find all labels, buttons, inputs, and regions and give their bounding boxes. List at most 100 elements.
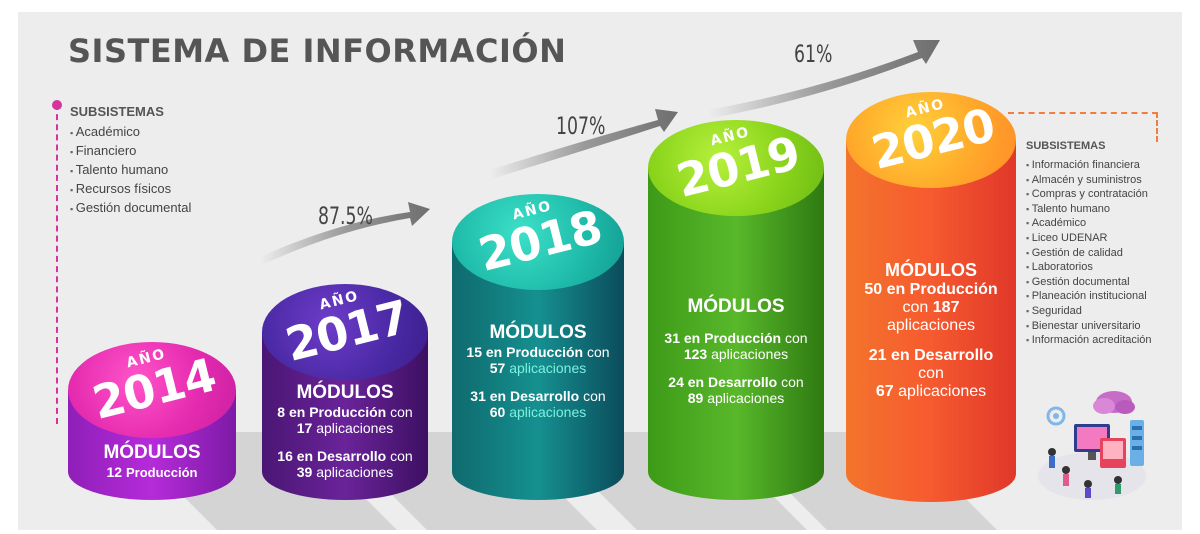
modules-text-2017: MÓDULOS 8 en Producción con 17 aplicacio… — [262, 382, 428, 480]
connector-line-left — [56, 104, 58, 424]
monitor-icon — [1074, 424, 1110, 460]
production-apps-line: 123 aplicaciones — [648, 346, 824, 362]
development-count: 31 — [470, 388, 486, 404]
right-subsystems-panel: SUBSISTEMAS Información financiera Almac… — [1026, 140, 1152, 348]
development-label: en Desarrollo — [687, 374, 778, 390]
list-item: Compras y contratación — [1026, 187, 1152, 202]
cylinder-body — [846, 140, 1016, 502]
development-count: 24 — [668, 374, 684, 390]
list-item: Liceo UDENAR — [1026, 231, 1152, 246]
development-apps-count: 39 — [296, 464, 313, 480]
page-title: SISTEMA DE INFORMACIÓN — [68, 32, 567, 70]
cylinder-top — [846, 92, 1016, 188]
development-apps-count: 89 — [687, 390, 704, 406]
arrow-icon — [708, 40, 940, 118]
connector-word: con — [781, 374, 804, 390]
development-line: 16 en Desarrollo con — [262, 448, 428, 464]
cylinder-2017: AÑO 2017 MÓDULOS 8 en Producción con 17 … — [262, 284, 428, 500]
production-label: en Producción — [288, 404, 387, 420]
development-label: en Desarrollo — [489, 388, 580, 404]
development-label: en Desarrollo — [296, 448, 387, 464]
list-item: Gestión de calidad — [1026, 246, 1152, 261]
apps-label: aplicaciones — [898, 383, 987, 400]
modules-heading: MÓDULOS — [103, 442, 201, 463]
list-item: Académico — [70, 123, 191, 142]
production-apps-line: 57 aplicaciones — [452, 360, 624, 376]
production-apps-count: 57 — [489, 360, 506, 376]
modules-heading: MÓDULOS — [885, 260, 977, 280]
server-icon — [1130, 420, 1144, 466]
development-apps-line: 60 aplicaciones — [452, 404, 624, 420]
cylinder-body — [648, 168, 824, 500]
connector-word: con — [390, 404, 413, 420]
list-item: Información financiera — [1026, 158, 1152, 173]
list-item: Talento humano — [1026, 202, 1152, 217]
list-item: Almacén y suministros — [1026, 173, 1152, 188]
connector-line-right — [1008, 112, 1158, 114]
development-label: en Desarrollo — [890, 347, 994, 364]
cloud-icon — [1093, 391, 1135, 414]
arrow-icon — [490, 109, 678, 178]
connector-line-right-drop — [1156, 112, 1158, 142]
development-line: 21 en Desarrollo — [846, 347, 1016, 365]
list-item: Financiero — [70, 142, 191, 161]
growth-label-2020: 61% — [794, 40, 833, 68]
development-apps-line: 39 aplicaciones — [262, 464, 428, 480]
production-label: en Producción — [683, 330, 782, 346]
production-line: 50 en Producción — [846, 281, 1016, 299]
cylinder-2019: AÑO 2019 MÓDULOS 31 en Producción con 12… — [648, 120, 824, 500]
growth-arrows — [260, 40, 940, 264]
modules-text-2019: MÓDULOS 31 en Producción con 123 aplicac… — [648, 296, 824, 406]
connector-word: con — [390, 448, 413, 464]
apps-label: aplicaciones — [509, 360, 587, 376]
apps-label: aplicaciones — [316, 420, 394, 436]
production-line: 31 en Producción con — [648, 330, 824, 346]
left-subsystems-panel: SUBSISTEMAS Académico Financiero Talento… — [70, 104, 191, 218]
cylinder-2018: AÑO 2018 MÓDULOS 15 en Producción con 57… — [452, 194, 624, 500]
cylinder-top — [452, 194, 624, 290]
apps-label: aplicaciones — [316, 464, 394, 480]
production-apps-count: 17 — [296, 420, 313, 436]
modules-text-2020: MÓDULOS 50 en Producción con 187 aplicac… — [846, 260, 1016, 401]
production-count: 15 — [466, 344, 482, 360]
left-subsystems-list: Académico Financiero Talento humano Recu… — [70, 123, 192, 218]
development-line: 24 en Desarrollo con — [648, 374, 824, 390]
infographic: SISTEMA DE INFORMACIÓN SUBSISTEMAS Acadé… — [18, 12, 1182, 530]
cylinder-top — [262, 284, 428, 380]
development-apps-count: 67 — [875, 383, 894, 400]
connector-word: con — [902, 299, 929, 316]
list-item: Planeación institucional — [1026, 289, 1152, 304]
gear-icon — [1046, 406, 1066, 426]
development-apps-line: 89 aplicaciones — [648, 390, 824, 406]
cylinder-top — [68, 342, 236, 438]
connector-word: con — [785, 330, 808, 346]
production-apps-count: 123 — [683, 346, 708, 362]
arrow-icon — [260, 202, 430, 264]
apps-label: aplicaciones — [711, 346, 789, 362]
list-item: Bienestar universitario — [1026, 319, 1152, 334]
growth-label-2018: 107% — [556, 112, 606, 140]
development-line: 31 en Desarrollo con — [452, 388, 624, 404]
left-subsystems-heading: SUBSISTEMAS — [70, 104, 164, 119]
production-apps-count: 187 — [932, 299, 960, 316]
right-subsystems-heading: SUBSISTEMAS — [1026, 140, 1106, 152]
list-item: Talento humano — [70, 161, 191, 180]
list-item: Gestión documental — [1026, 275, 1152, 290]
production-label: en Producción — [886, 281, 998, 298]
production-line: 12 Producción — [68, 464, 236, 481]
list-item: Laboratorios — [1026, 260, 1152, 275]
apps-label: aplicaciones — [509, 404, 587, 420]
production-count: 8 — [277, 404, 286, 420]
development-apps-count: 60 — [489, 404, 506, 420]
modules-heading: MÓDULOS — [687, 296, 785, 317]
connector-word: con — [587, 344, 610, 360]
list-item: Recursos físicos — [70, 180, 191, 199]
cylinder-2014: AÑO 2014 MÓDULOS 12 Producción — [68, 342, 236, 500]
it-team-illustration — [1038, 391, 1146, 500]
production-apps-line: 17 aplicaciones — [262, 420, 428, 436]
production-count: 31 — [664, 330, 680, 346]
cylinder-top — [648, 120, 824, 216]
list-item: Información acreditación — [1026, 333, 1152, 348]
production-label: en Producción — [485, 344, 584, 360]
modules-heading: MÓDULOS — [489, 322, 587, 343]
